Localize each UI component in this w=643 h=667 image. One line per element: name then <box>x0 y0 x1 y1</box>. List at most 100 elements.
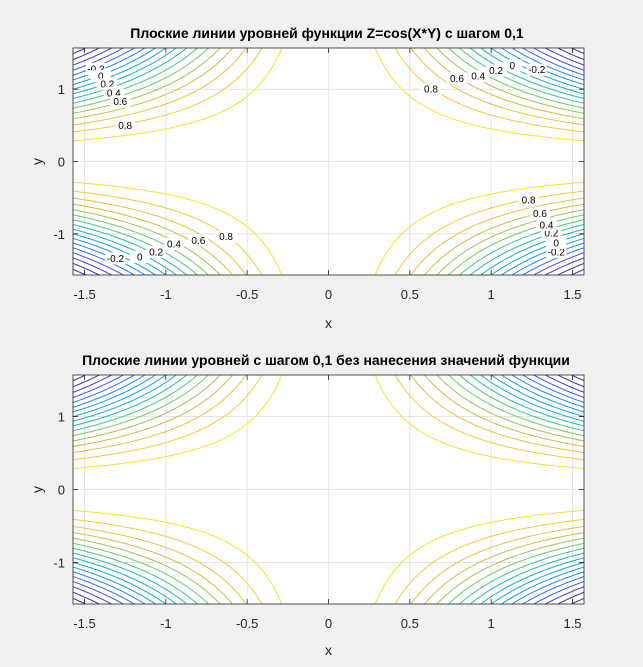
contour-line <box>72 247 135 276</box>
contour-line <box>469 552 585 605</box>
contour-line <box>545 374 585 393</box>
contour-label-bg <box>536 219 557 232</box>
contour-label: -0.2 <box>87 65 105 76</box>
contour-line <box>72 374 283 470</box>
contour-line <box>72 47 263 133</box>
contour-line <box>72 561 167 605</box>
contour-line <box>480 47 585 95</box>
y-tick-label: -1 <box>53 227 65 242</box>
contour-line <box>374 509 585 605</box>
x-tick-label: 1 <box>488 287 495 302</box>
contour-line <box>72 374 135 403</box>
contour-label-bg <box>110 95 131 108</box>
contour-line <box>545 586 585 605</box>
contour-line <box>571 597 585 605</box>
contour-line <box>533 252 585 276</box>
contour-line <box>72 552 188 605</box>
contour-line <box>72 542 209 605</box>
contour-line <box>511 374 585 408</box>
x-tick-label: -0.5 <box>236 616 258 631</box>
contour-line <box>533 374 585 398</box>
contour-line <box>72 591 100 605</box>
contour-line <box>72 374 188 427</box>
contour-line <box>374 47 585 142</box>
contour-label-bg <box>129 250 150 263</box>
contour-line <box>72 374 209 437</box>
chart-top-title: Плоские линии уровней функции Z=cos(X*Y)… <box>130 25 524 41</box>
contour-label: 0 <box>98 72 104 83</box>
contour-line <box>511 47 585 81</box>
contour-line <box>72 374 177 422</box>
contour-line <box>480 228 585 276</box>
contour-line <box>72 203 233 276</box>
contour-label: 0.4 <box>167 239 181 250</box>
contour-line <box>72 374 100 388</box>
contour-line <box>72 47 167 90</box>
y-tick-label: 1 <box>58 410 65 425</box>
x-tick-label: 0 <box>325 616 332 631</box>
chart-top-y-label: y <box>29 158 45 165</box>
contour-line <box>72 566 156 605</box>
x-tick-label: 1.5 <box>563 616 581 631</box>
contour-line <box>72 47 198 104</box>
x-tick-label: 1.5 <box>563 287 581 302</box>
x-tick-label: -1.5 <box>73 616 95 631</box>
contour-line <box>459 219 585 276</box>
contour-line <box>448 542 585 605</box>
contour-line <box>72 374 233 447</box>
chart-top-contours <box>72 47 585 276</box>
contour-line <box>72 47 124 71</box>
contour-label-bg <box>115 119 136 132</box>
contour-line <box>448 374 585 437</box>
contour-line <box>72 586 112 605</box>
contour-label: 0.4 <box>107 88 121 99</box>
contour-line <box>501 237 585 276</box>
contour-line <box>448 214 585 276</box>
chart-bottom-y-ticks: -1 0 1 <box>53 410 584 570</box>
contour-line <box>394 518 585 605</box>
contour-line <box>72 257 112 276</box>
contour-line <box>480 557 585 605</box>
contour-line <box>571 374 585 382</box>
contour-line <box>571 268 585 276</box>
contour-label: 0.2 <box>489 66 503 77</box>
contour-line <box>72 181 283 276</box>
contour-line <box>469 47 585 99</box>
contour-line <box>410 47 585 126</box>
contour-line <box>522 47 585 76</box>
contour-line <box>480 374 585 422</box>
contour-label: 0.4 <box>471 72 485 83</box>
chart-bottom: Плоские линии уровней с шагом 0,1 без на… <box>29 352 585 658</box>
contour-label-bg <box>518 193 539 206</box>
x-tick-label: -0.5 <box>236 287 258 302</box>
contour-line <box>72 47 188 99</box>
contour-line <box>72 576 135 605</box>
contour-line <box>72 374 112 393</box>
contour-line <box>490 374 585 418</box>
contour-line <box>490 561 585 605</box>
x-tick-label: -1 <box>160 287 172 302</box>
contour-line <box>72 47 247 126</box>
contour-label: 0.2 <box>100 80 114 91</box>
contour-line <box>72 233 167 276</box>
contour-line <box>72 47 146 81</box>
contour-line <box>72 374 146 408</box>
contour-line <box>72 374 221 442</box>
contour-line <box>436 374 585 442</box>
contour-line <box>72 374 124 398</box>
contour-line <box>522 247 585 276</box>
contour-line <box>557 262 585 276</box>
contour-line <box>72 268 86 276</box>
contour-line <box>72 597 86 605</box>
contour-line <box>374 374 585 470</box>
contour-line <box>72 525 247 605</box>
contour-line <box>72 47 100 61</box>
contour-label-bg <box>105 252 126 265</box>
contour-line <box>410 374 585 454</box>
chart-bottom-title: Плоские линии уровней с шагом 0,1 без на… <box>82 352 570 368</box>
contour-line <box>72 47 112 66</box>
contour-line <box>72 47 221 114</box>
contour-line <box>72 374 198 432</box>
y-tick-label: 1 <box>58 82 65 97</box>
contour-line <box>72 47 283 142</box>
